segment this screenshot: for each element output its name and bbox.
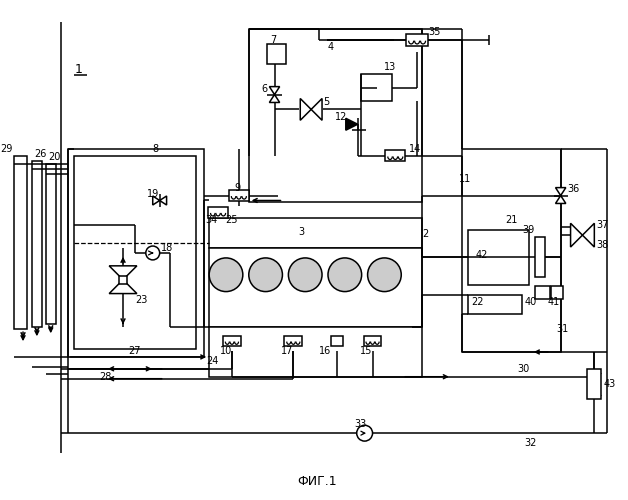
Text: 20: 20 (48, 152, 60, 162)
Text: 7: 7 (271, 35, 277, 45)
Bar (14, 156, 27, 329)
Polygon shape (160, 196, 166, 205)
Text: 42: 42 (475, 250, 488, 260)
Bar (535, 237, 545, 277)
Text: 31: 31 (556, 324, 569, 334)
Circle shape (328, 258, 362, 292)
Bar (331, 336, 343, 346)
Polygon shape (311, 98, 322, 120)
Circle shape (357, 426, 372, 441)
Text: 19: 19 (146, 188, 159, 198)
Text: 26: 26 (34, 149, 46, 159)
Circle shape (146, 246, 160, 260)
Text: 1: 1 (75, 64, 82, 76)
Circle shape (249, 258, 283, 292)
Text: 34: 34 (205, 216, 217, 226)
Text: 33: 33 (355, 420, 367, 430)
Text: 12: 12 (335, 112, 347, 122)
Polygon shape (571, 224, 582, 247)
Bar (587, 369, 601, 398)
Text: 2: 2 (422, 229, 428, 239)
Text: 40: 40 (525, 298, 537, 308)
Text: 28: 28 (99, 372, 111, 382)
Text: 25: 25 (225, 216, 238, 226)
Text: 43: 43 (604, 378, 616, 388)
Text: 30: 30 (517, 364, 529, 374)
Text: 36: 36 (568, 184, 580, 194)
Bar (386, 150, 405, 162)
Circle shape (367, 258, 401, 292)
Bar (249, 29, 422, 203)
Text: 16: 16 (319, 346, 331, 356)
Text: 3: 3 (298, 227, 305, 237)
Text: 18: 18 (161, 243, 173, 253)
Bar (468, 230, 529, 284)
Bar (208, 207, 228, 218)
Bar (73, 156, 197, 349)
Polygon shape (269, 94, 279, 102)
Polygon shape (582, 224, 594, 247)
Bar (229, 190, 249, 201)
Text: 37: 37 (596, 220, 609, 230)
Text: 21: 21 (505, 216, 517, 226)
Bar (267, 44, 286, 64)
Bar (46, 164, 56, 324)
Bar (462, 149, 561, 352)
Circle shape (209, 258, 243, 292)
Polygon shape (109, 266, 137, 280)
Polygon shape (556, 188, 566, 196)
Polygon shape (556, 196, 566, 203)
Bar (468, 294, 522, 314)
Text: 11: 11 (458, 174, 471, 184)
Text: 10: 10 (220, 346, 232, 356)
Polygon shape (269, 86, 279, 94)
Text: 9: 9 (235, 182, 241, 192)
Text: 17: 17 (281, 346, 293, 356)
Text: 14: 14 (409, 144, 421, 154)
Text: 27: 27 (129, 346, 141, 356)
Bar (209, 327, 422, 376)
Text: 8: 8 (153, 144, 159, 154)
Text: 29: 29 (0, 144, 12, 154)
Text: 38: 38 (596, 240, 609, 250)
Bar (209, 218, 422, 248)
Text: 22: 22 (471, 298, 484, 308)
Text: 35: 35 (429, 27, 441, 37)
Polygon shape (153, 196, 160, 205)
Bar (364, 336, 381, 346)
Bar (32, 161, 42, 327)
Text: 41: 41 (548, 298, 560, 308)
Text: 6: 6 (261, 84, 268, 94)
Polygon shape (346, 118, 358, 130)
Bar (551, 286, 563, 298)
Text: 24: 24 (206, 356, 219, 366)
Bar (68, 149, 204, 357)
Bar (119, 276, 127, 283)
Polygon shape (300, 98, 311, 120)
Bar (223, 336, 241, 346)
Bar (406, 34, 428, 46)
Bar (284, 336, 302, 346)
Text: 13: 13 (384, 62, 396, 72)
Bar (360, 74, 392, 102)
Text: 23: 23 (136, 294, 148, 304)
Bar (209, 248, 422, 327)
Bar (535, 286, 550, 298)
Text: 5: 5 (323, 98, 329, 108)
Polygon shape (109, 280, 137, 293)
Circle shape (288, 258, 322, 292)
Text: ФИГ.1: ФИГ.1 (297, 475, 337, 488)
Text: 15: 15 (360, 346, 373, 356)
Text: 39: 39 (522, 225, 534, 235)
Text: 32: 32 (525, 438, 537, 448)
Text: 4: 4 (328, 42, 334, 52)
